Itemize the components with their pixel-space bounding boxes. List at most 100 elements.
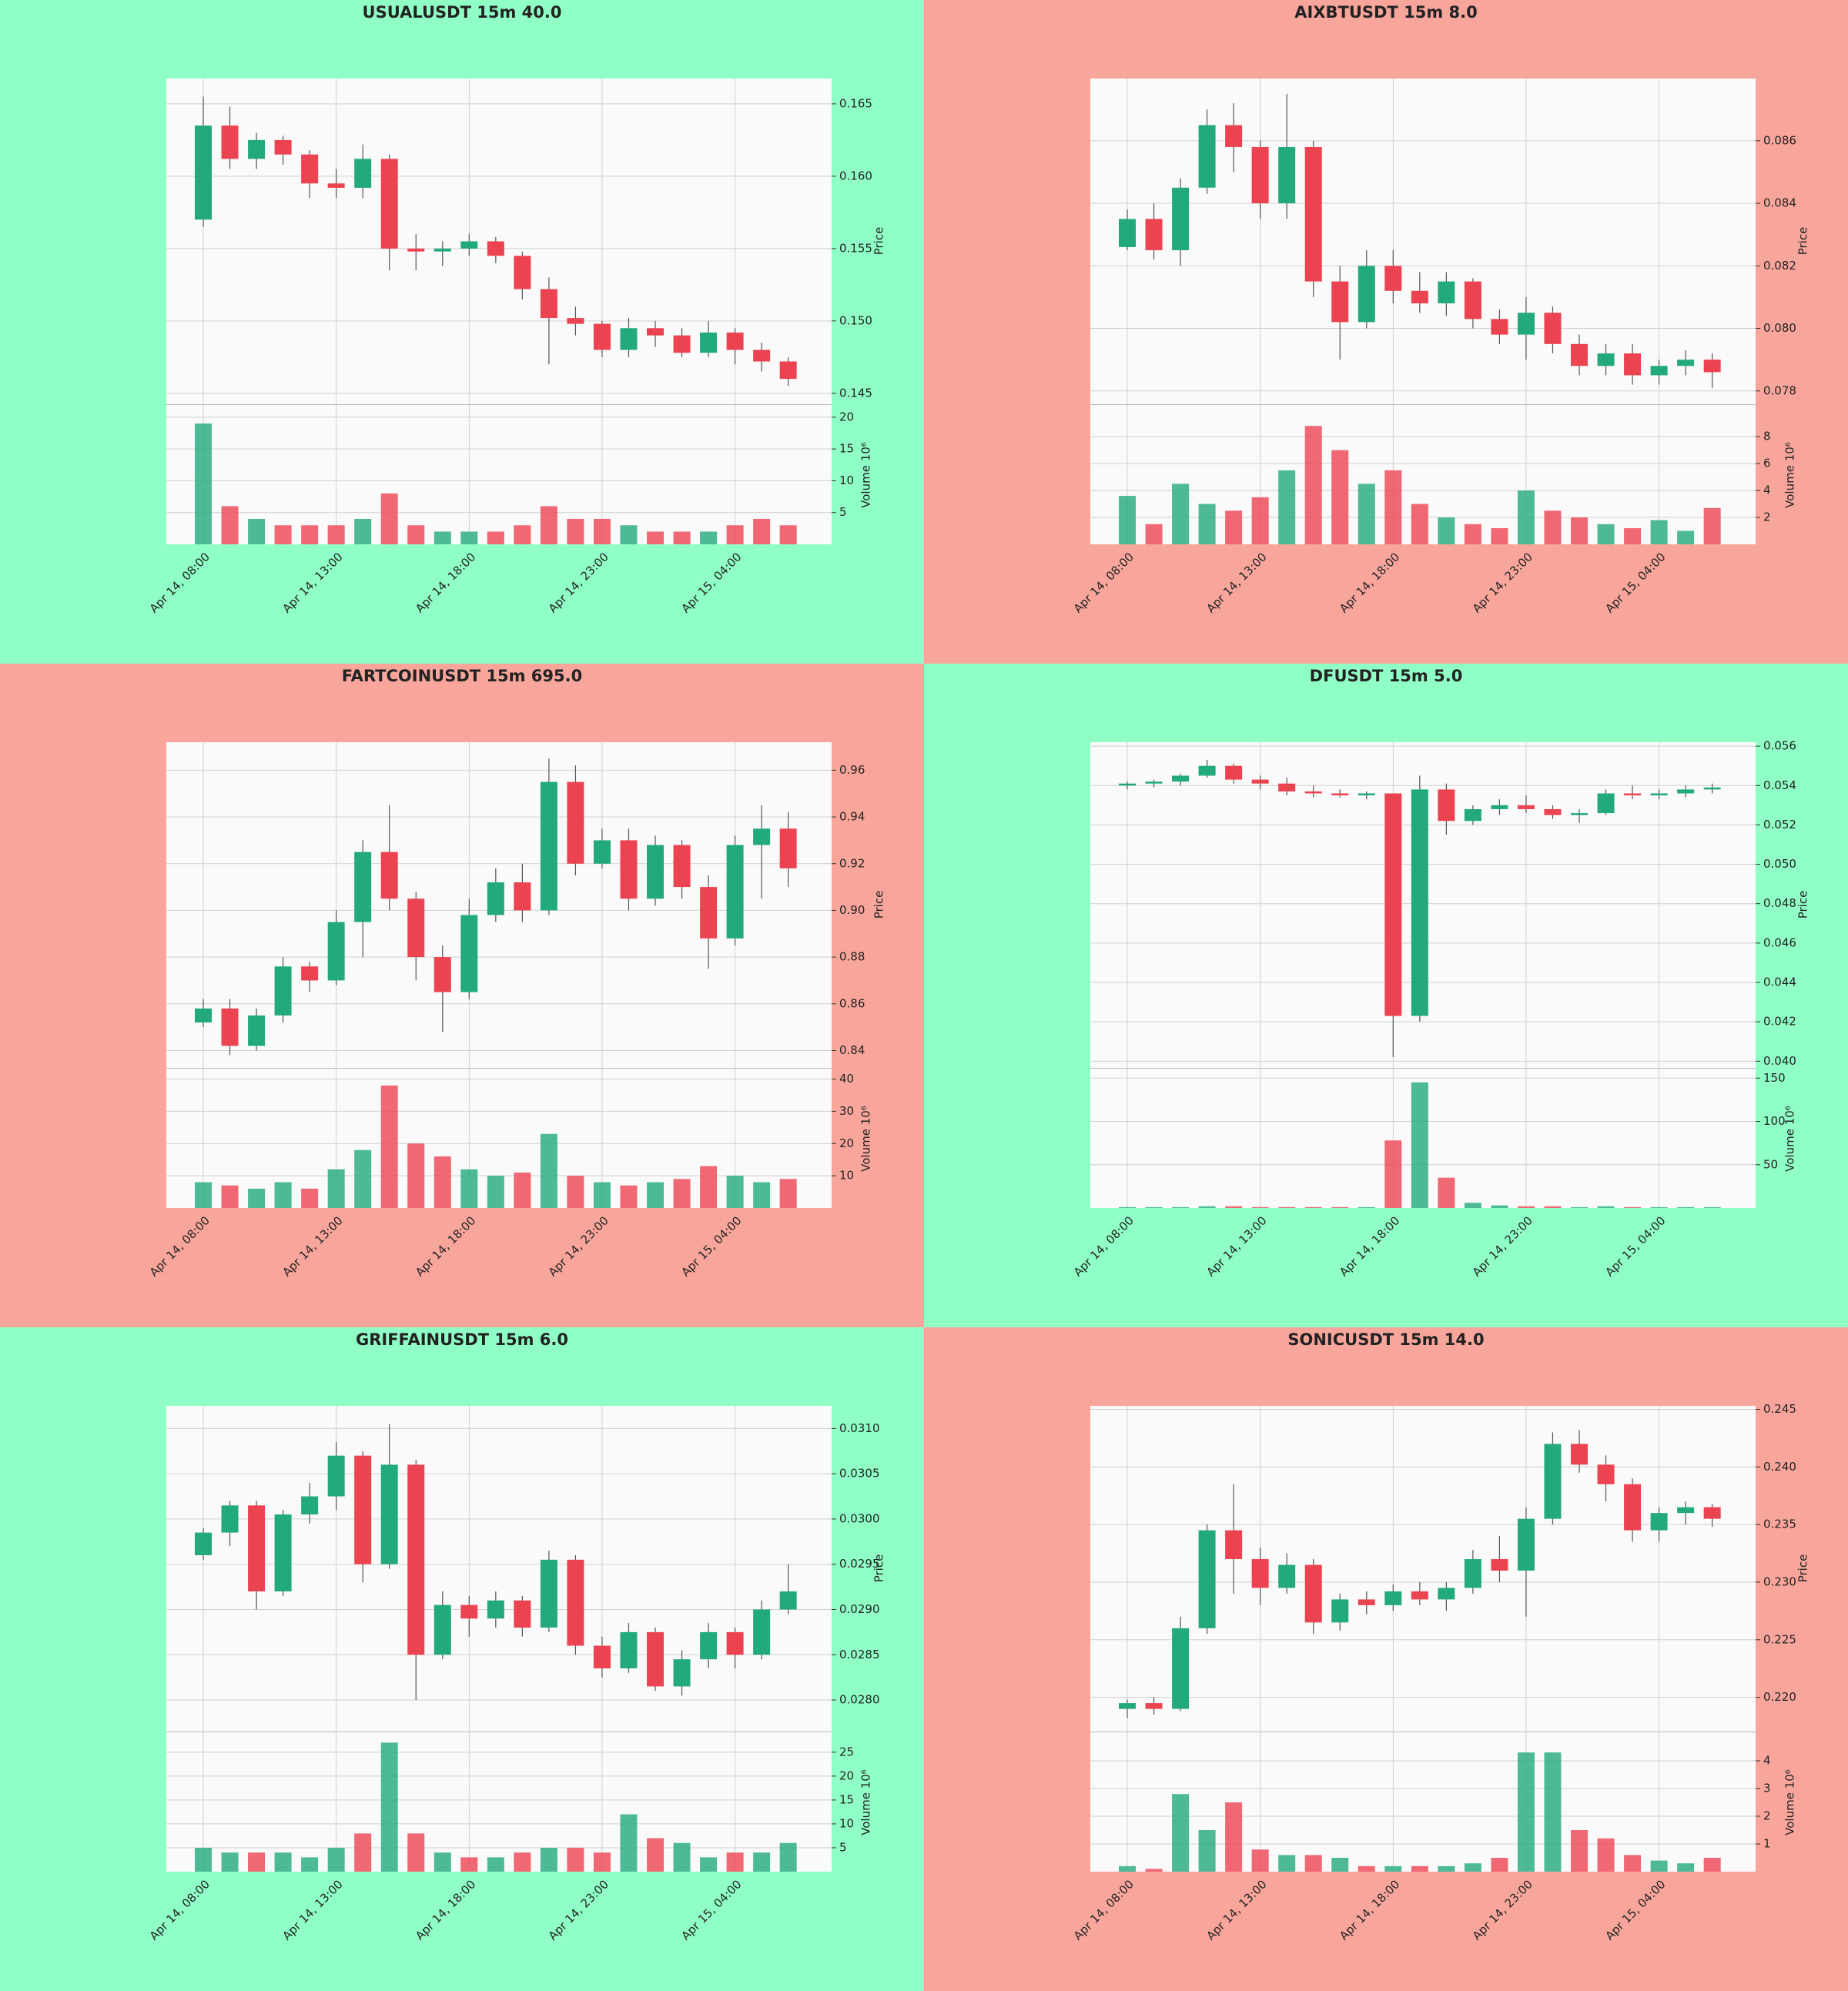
candle-body	[1358, 793, 1375, 796]
price-tick-label: 0.078	[1763, 383, 1796, 397]
price-tick-label: 0.235	[1763, 1518, 1796, 1531]
volume-bar	[1411, 504, 1428, 544]
volume-bar	[647, 1838, 665, 1872]
candle-body	[1304, 146, 1322, 282]
volume-axis-label: Volume 10⁶	[1783, 1769, 1797, 1835]
volume-bar	[700, 531, 718, 544]
volume-bar	[726, 525, 744, 544]
volume-bar	[1411, 1866, 1428, 1872]
candle-body	[1703, 360, 1721, 373]
volume-bar	[514, 1852, 531, 1872]
volume-bar	[593, 1182, 611, 1208]
candle-body	[673, 1659, 691, 1687]
price-tick-label: 0.92	[839, 856, 865, 870]
volume-bar	[1304, 1206, 1322, 1208]
volume-bar	[460, 531, 478, 544]
candle-body	[753, 350, 771, 362]
candle-body	[1624, 353, 1642, 376]
volume-bar	[1491, 1205, 1508, 1208]
price-tick-label: 0.0295	[839, 1557, 880, 1571]
volume-bar	[673, 1842, 691, 1872]
candle-body	[1384, 1591, 1402, 1605]
candle-body	[540, 289, 557, 319]
volume-bar	[647, 1182, 665, 1208]
plot-area	[166, 1406, 832, 1872]
volume-bar	[1358, 1866, 1375, 1872]
volume-tick-label: 50	[1763, 1157, 1778, 1171]
volume-bar	[354, 1833, 372, 1872]
candle-body	[620, 1631, 638, 1668]
volume-tick-label: 4	[1763, 1754, 1771, 1768]
candle-body	[248, 1015, 266, 1046]
candle-body	[1677, 789, 1695, 794]
volume-axis-label: Volume 10⁶	[1783, 1106, 1797, 1172]
volume-bar	[274, 1852, 292, 1872]
volume-bar	[407, 1833, 425, 1872]
price-tick-label: 0.046	[1763, 935, 1796, 949]
volume-tick-label: 2	[1763, 1809, 1771, 1823]
volume-bar	[434, 531, 451, 544]
candle-body	[354, 852, 372, 922]
price-tick-label: 0.0310	[839, 1421, 880, 1435]
candle-body	[1119, 219, 1136, 247]
candle-body	[1517, 313, 1535, 335]
volume-bar	[487, 1176, 504, 1208]
volume-bar	[1278, 1855, 1296, 1872]
volume-bar	[407, 525, 425, 544]
candle-body	[1331, 793, 1349, 796]
volume-bar	[593, 518, 611, 544]
volume-tick-label: 100	[1763, 1114, 1786, 1128]
price-axis-label: Price	[1796, 227, 1810, 256]
candle-body	[1198, 1530, 1216, 1628]
volume-bar	[487, 1857, 504, 1872]
candle-body	[620, 840, 638, 899]
candle-body	[1677, 360, 1695, 366]
candle-body	[514, 882, 531, 911]
volume-bar	[195, 1847, 212, 1872]
volume-bar	[327, 1169, 345, 1208]
volume-bar	[540, 506, 557, 544]
volume-bar	[753, 1852, 771, 1872]
volume-tick-label: 4	[1763, 484, 1771, 497]
price-tick-label: 0.042	[1763, 1015, 1796, 1029]
candle-body	[1597, 793, 1615, 814]
volume-bar	[1251, 1206, 1269, 1208]
candle-body	[274, 139, 292, 155]
candle-body	[1491, 805, 1508, 809]
volume-tick-label: 25	[839, 1745, 854, 1758]
plot-area	[166, 742, 832, 1208]
volume-axis-label: Volume 10⁶	[1783, 442, 1797, 508]
volume-bar	[647, 531, 665, 544]
candle-body	[1544, 1444, 1562, 1519]
price-tick-label: 0.052	[1763, 818, 1796, 832]
volume-bar	[779, 1842, 797, 1872]
volume-bar	[274, 525, 292, 544]
volume-bar	[1464, 1863, 1481, 1872]
volume-tick-label: 10	[839, 473, 854, 487]
candle-body	[221, 1505, 239, 1533]
candle-body	[380, 852, 398, 899]
candle-body	[460, 915, 478, 992]
candle-body	[726, 332, 744, 350]
candle-body	[1384, 266, 1402, 291]
volume-bar	[567, 518, 584, 544]
candle-body	[593, 1645, 611, 1668]
volume-bar	[753, 518, 771, 544]
volume-bar	[1677, 1206, 1695, 1208]
candle-body	[540, 1559, 557, 1628]
candle-body	[1517, 1518, 1535, 1571]
volume-bar	[673, 1179, 691, 1208]
candle-body	[700, 887, 718, 939]
volume-bar	[1624, 1206, 1642, 1208]
volume-bar	[1411, 1082, 1428, 1208]
volume-bar	[1304, 426, 1322, 544]
candle-body	[1145, 781, 1163, 784]
candle-body	[327, 922, 345, 981]
candle-body	[1119, 783, 1136, 786]
candle-body	[1438, 1588, 1455, 1600]
candle-body	[647, 845, 665, 899]
candle-body	[301, 966, 319, 981]
volume-bar	[1331, 450, 1349, 544]
volume-tick-label: 8	[1763, 430, 1771, 443]
